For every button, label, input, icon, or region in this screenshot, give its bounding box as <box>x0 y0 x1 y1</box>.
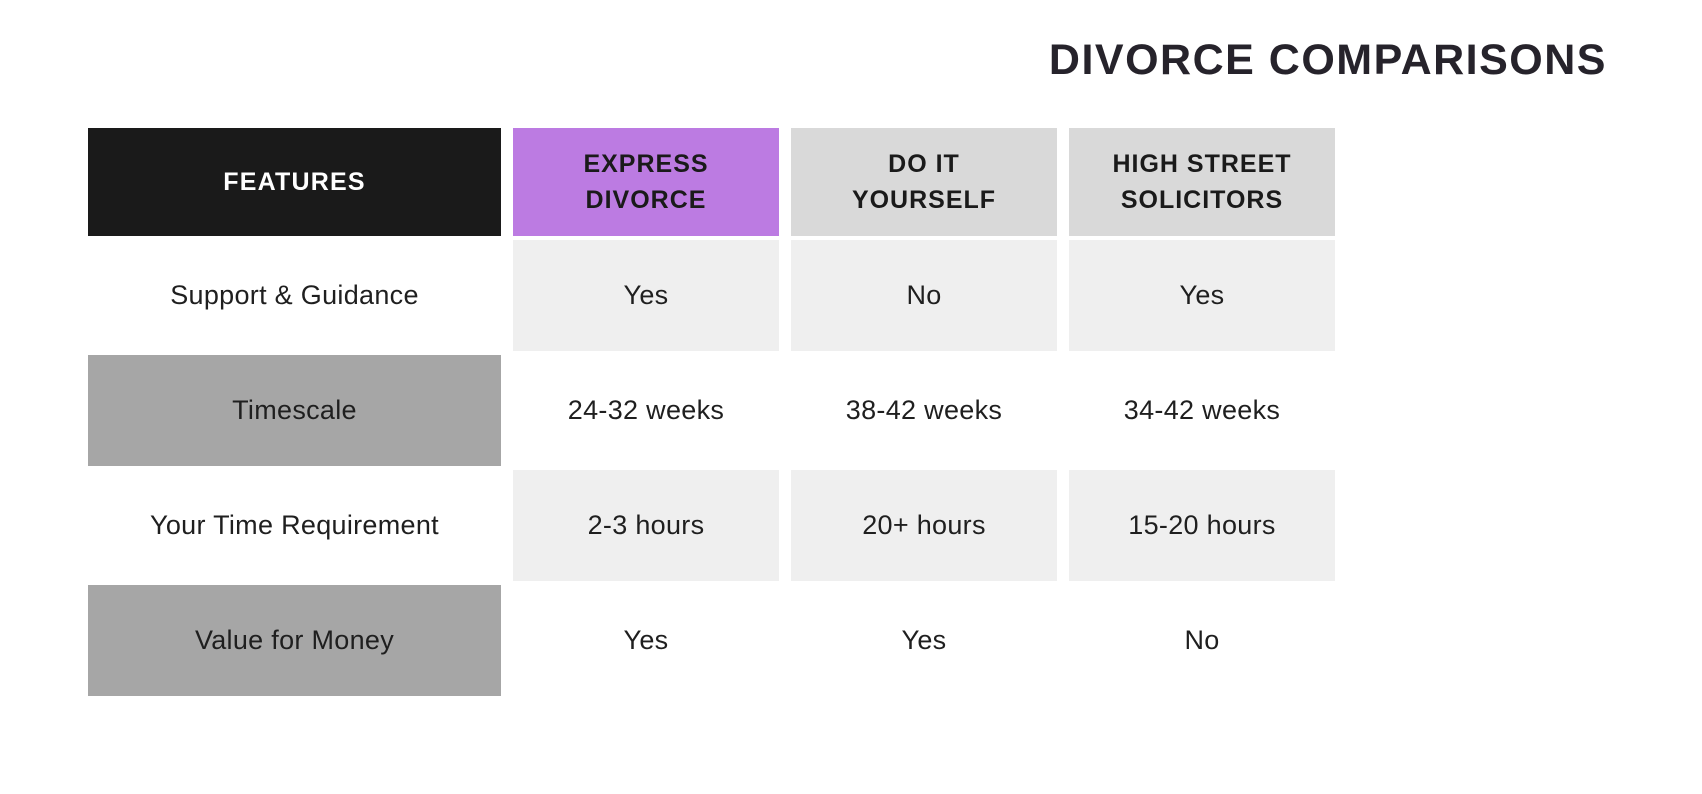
data-cell-timescale-solicitors: 34-42 weeks <box>1069 355 1335 466</box>
column-header-features: FEATURES <box>88 128 501 236</box>
column-header-high-street-solicitors: HIGH STREET SOLICITORS <box>1069 128 1335 236</box>
data-cell-time-diy: 20+ hours <box>791 470 1057 581</box>
page-title: DIVORCE COMPARISONS <box>1048 36 1607 84</box>
feature-cell-value-for-money: Value for Money <box>88 585 501 696</box>
data-cell-time-solicitors: 15-20 hours <box>1069 470 1335 581</box>
data-cell-timescale-express: 24-32 weeks <box>513 355 779 466</box>
data-cell-support-express: Yes <box>513 240 779 351</box>
data-cell-value-diy: Yes <box>791 585 1057 696</box>
feature-cell-time-requirement: Your Time Requirement <box>88 470 501 581</box>
data-cell-value-solicitors: No <box>1069 585 1335 696</box>
data-cell-timescale-diy: 38-42 weeks <box>791 355 1057 466</box>
feature-cell-timescale: Timescale <box>88 355 501 466</box>
column-header-express-divorce: EXPRESS DIVORCE <box>513 128 779 236</box>
column-header-do-it-yourself: DO IT YOURSELF <box>791 128 1057 236</box>
data-cell-support-diy: No <box>791 240 1057 351</box>
data-cell-time-express: 2-3 hours <box>513 470 779 581</box>
feature-cell-support-guidance: Support & Guidance <box>88 240 501 351</box>
comparison-table: FEATURES EXPRESS DIVORCE DO IT YOURSELF … <box>88 128 1335 696</box>
data-cell-value-express: Yes <box>513 585 779 696</box>
data-cell-support-solicitors: Yes <box>1069 240 1335 351</box>
